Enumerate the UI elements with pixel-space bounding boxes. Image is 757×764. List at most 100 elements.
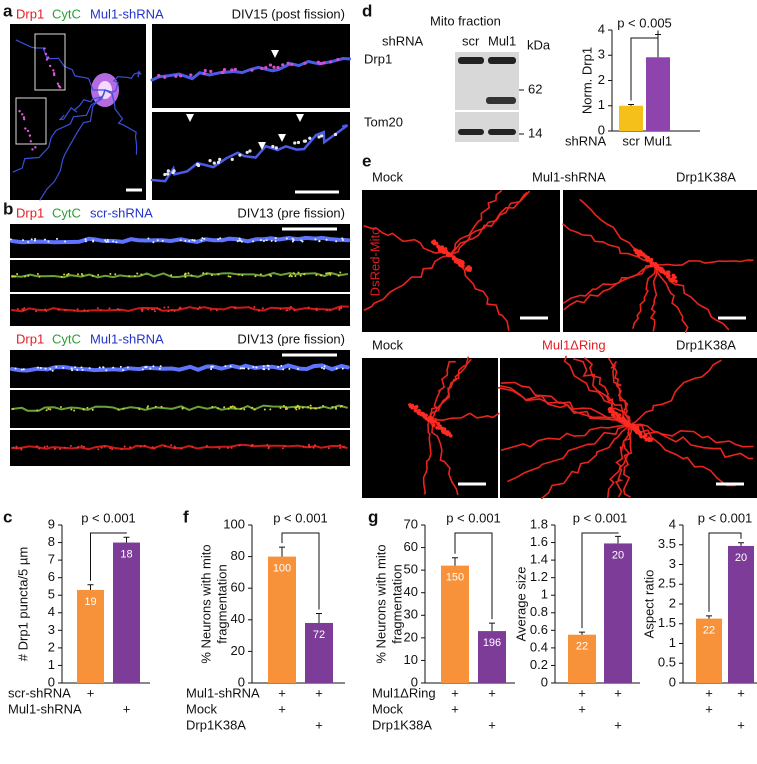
error-bar xyxy=(579,631,585,635)
punctum xyxy=(285,309,288,312)
punctum xyxy=(107,240,110,243)
punctum xyxy=(189,73,193,77)
punctum xyxy=(255,366,258,369)
y-axis-label: Average size xyxy=(513,567,528,642)
punctum xyxy=(190,274,193,277)
punctum xyxy=(301,406,304,409)
panel-letter: b xyxy=(3,199,13,218)
punctum xyxy=(262,240,265,243)
punctum xyxy=(53,447,56,450)
punctum xyxy=(610,409,615,414)
punctum xyxy=(52,69,55,72)
blot-band xyxy=(486,97,516,104)
punctum xyxy=(147,237,150,240)
punctum xyxy=(129,446,132,449)
punctum xyxy=(153,447,156,450)
condition-mark: + xyxy=(488,717,496,732)
neurite xyxy=(39,89,106,201)
punctum xyxy=(16,272,19,275)
punctum xyxy=(122,407,125,410)
punctum xyxy=(116,308,119,311)
punctum xyxy=(671,273,676,278)
y-tick-label: 50 xyxy=(404,562,418,577)
neurite xyxy=(614,424,631,498)
punctum xyxy=(264,65,268,70)
punctum xyxy=(336,57,340,62)
punctum xyxy=(14,367,17,370)
punctum xyxy=(105,369,108,372)
punctum xyxy=(111,448,114,451)
punctum xyxy=(229,365,232,368)
punctum xyxy=(13,275,16,278)
punctum xyxy=(430,240,435,244)
punctum xyxy=(289,305,292,308)
punctum xyxy=(174,74,178,78)
punctum xyxy=(24,127,27,130)
punctum xyxy=(245,150,249,155)
neurite xyxy=(632,264,657,329)
y-tick-label: 2 xyxy=(669,595,676,610)
neurite xyxy=(58,89,106,121)
punctum xyxy=(74,366,77,369)
significance-bracket xyxy=(581,532,619,629)
punctum xyxy=(219,237,222,240)
punctum xyxy=(43,238,46,241)
punctum xyxy=(140,273,143,276)
y-tick-label: 0 xyxy=(598,122,605,137)
punctum xyxy=(285,406,288,409)
punctum xyxy=(80,273,83,276)
punctum xyxy=(123,445,126,448)
punctum xyxy=(180,447,183,450)
punctum xyxy=(151,308,154,311)
neurite xyxy=(449,190,530,256)
punctum xyxy=(172,169,176,173)
punctum xyxy=(248,149,252,153)
punctum xyxy=(153,308,156,311)
punctum xyxy=(288,308,291,311)
punctum xyxy=(210,365,213,368)
punctum xyxy=(338,308,341,311)
punctum xyxy=(328,272,331,275)
punctum xyxy=(184,239,187,242)
punctum xyxy=(80,444,83,447)
stain-label: CytC xyxy=(52,6,81,21)
punctum xyxy=(144,366,147,369)
punctum xyxy=(294,274,297,277)
punctum xyxy=(328,447,331,450)
punctum xyxy=(233,67,237,72)
punctum xyxy=(445,432,449,436)
lane-label: scr xyxy=(462,33,480,48)
punctum xyxy=(128,275,131,278)
punctum xyxy=(52,72,56,75)
stain-label: Drp1 xyxy=(16,6,44,21)
punctum xyxy=(198,306,201,309)
punctum xyxy=(45,58,49,61)
punctum xyxy=(179,74,183,78)
punctum xyxy=(220,70,224,75)
bar xyxy=(441,565,469,683)
punctum xyxy=(76,308,79,311)
band-label: Tom20 xyxy=(364,114,403,129)
punctum xyxy=(163,444,166,447)
punctum xyxy=(98,366,101,369)
punctum xyxy=(243,367,246,370)
y-axis-label: Norm. Drp1 xyxy=(579,47,594,114)
punctum xyxy=(120,448,123,451)
punctum xyxy=(431,420,436,424)
punctum xyxy=(133,275,136,278)
punctum xyxy=(318,240,321,243)
neurite xyxy=(584,357,631,426)
punctum xyxy=(49,368,52,371)
punctum xyxy=(76,273,79,276)
punctum xyxy=(166,172,170,176)
p-value: p < 0.001 xyxy=(698,510,753,525)
punctum xyxy=(15,447,18,450)
y-tick-label: 10 xyxy=(404,652,418,667)
punctum xyxy=(303,61,307,65)
punctum xyxy=(253,306,256,309)
punctum xyxy=(284,408,287,411)
bar xyxy=(646,57,670,131)
punctum xyxy=(212,161,216,165)
punctum xyxy=(36,366,39,369)
punctum xyxy=(183,273,186,276)
